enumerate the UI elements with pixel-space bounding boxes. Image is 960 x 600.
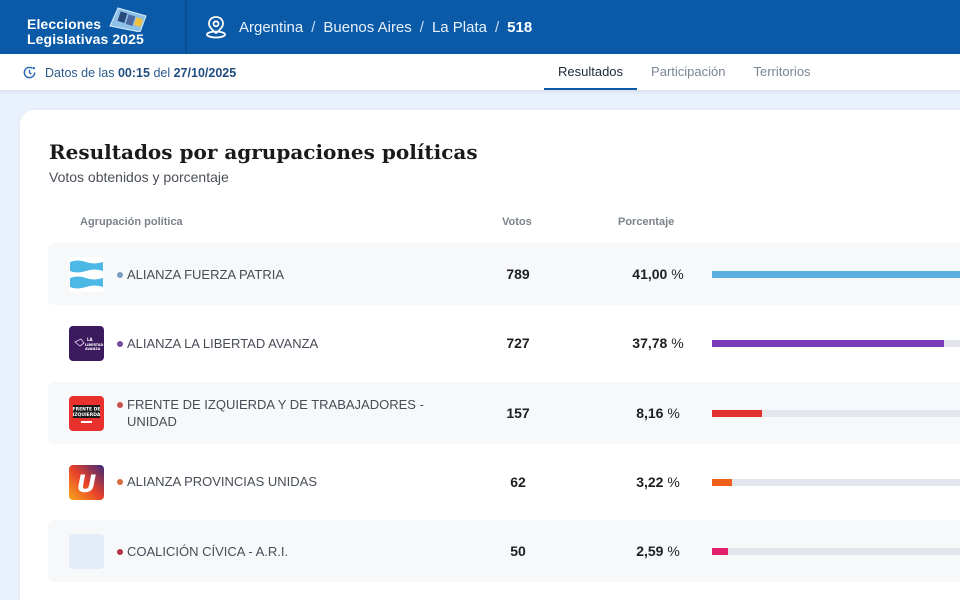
percentage-value: 2,59 [636,543,664,560]
percentage-bar-fill [712,409,763,417]
breadcrumb-separator: / [495,18,500,36]
card-title: Resultados por agrupaciones políticas [49,140,478,164]
party-name-text: ALIANZA LA LIBERTAD AVANZA [127,335,319,351]
party-name: ALIANZA LA LIBERTAD AVANZA [117,312,427,374]
brand-title: Elecciones Legislativas 2025 [27,17,144,47]
top-bar: Elecciones Legislativas 2025 Argentina /… [0,0,960,54]
card-subtitle: Votos obtenidos y porcentaje [49,169,229,185]
breadcrumb-province[interactable]: Buenos Aires [323,18,412,36]
stamp-date: 27/10/2025 [173,65,237,80]
party-color-dot [117,271,123,278]
stamp-time: 00:15 [117,65,150,80]
percentage-bar-track [712,548,960,556]
party-color-dot [117,548,123,555]
percentage-bar-track [712,271,960,278]
svg-text:AVANZA: AVANZA [85,347,101,351]
percentage-bar-track [712,409,960,417]
percentage-value: 37,78 [632,335,668,352]
percentage-bar-fill [712,340,944,348]
party-name-text: ALIANZA FUERZA PATRIA [127,266,284,282]
party-color-dot [117,401,123,408]
tab-participacion[interactable]: Participación [651,64,726,79]
party-percentage: 41,00 % [598,243,718,305]
party-name-text: FRENTE DE IZQUIERDA Y DE TRABAJADORES - … [127,396,424,429]
percentage-bar-fill [712,478,732,486]
svg-text:U: U [77,470,97,498]
results-card: Resultados por agrupaciones políticas Vo… [20,110,960,600]
party-row[interactable]: FRENTE DE IZQUIERDA FRENTE DE IZQUIERDA Y … [48,381,960,444]
tab-resultados[interactable]: Resultados [544,54,638,90]
party-name: FRENTE DE IZQUIERDA Y DE TRABAJADORES - … [117,382,427,444]
party-votes: 789 [506,266,530,282]
breadcrumb: Argentina / Buenos Aires / La Plata / 51… [205,14,532,40]
brand-line-2: Legislativas 2025 [27,31,144,47]
party-name: COALICIÓN CÍVICA - A.R.I. [117,520,427,582]
svg-text:FRENTE DE: FRENTE DE [73,406,101,412]
percentage-value: 3,22 [636,473,664,490]
ballot-logo-icon [109,7,147,32]
stamp-mid: del [153,65,171,80]
svg-text:IZQUIERDA: IZQUIERDA [73,412,101,418]
party-percentage: 2,59 % [598,520,718,582]
percentage-unit: % [667,543,680,560]
brand[interactable]: Elecciones Legislativas 2025 [0,0,187,54]
stamp-prefix: Datos de las [45,65,115,80]
party-logo-icon: U [69,464,104,500]
percentage-bar-fill [712,548,728,556]
party-logo-icon [69,257,104,292]
breadcrumb-city[interactable]: La Plata [431,18,487,36]
column-header-votes: Votos [502,216,532,228]
brand-line-1: Elecciones [27,16,102,32]
party-name: ALIANZA FUERZA PATRIA [117,243,427,305]
percentage-bar-track [712,478,960,486]
party-percentage: 8,16 % [598,382,718,444]
party-row[interactable]: U ALIANZA PROVINCIAS UNIDAS 62 3,22 % [48,451,960,513]
party-name-text: COALICIÓN CÍVICA - A.R.I. [127,543,289,559]
party-votes: 157 [506,404,530,421]
party-row[interactable]: ALIANZA FUERZA PATRIA 789 41,00 % [48,243,960,305]
breadcrumb-country[interactable]: Argentina [239,18,304,36]
party-votes: 62 [510,473,526,490]
party-percentage: 37,78 % [598,312,718,374]
party-percentage: 3,22 % [598,451,718,513]
sub-bar: Datos de las 00:15 del 27/10/2025 Result… [0,54,960,90]
party-votes: 727 [506,335,530,352]
party-color-dot [117,479,123,486]
percentage-value: 8,16 [636,404,664,421]
party-name-text: ALIANZA PROVINCIAS UNIDAS [127,474,317,490]
party-name: ALIANZA PROVINCIAS UNIDAS [117,451,427,513]
party-color-dot [117,340,123,347]
column-header-percentage: Porcentaje [618,216,675,228]
view-tabs: Resultados Participación Territorios [544,54,825,90]
party-logo-icon: FRENTE DE IZQUIERDA [69,395,104,431]
party-logo-icon: LA LIBERTAD AVANZA [69,326,104,362]
breadcrumb-separator: / [311,18,316,36]
percentage-unit: % [671,266,684,282]
party-row[interactable]: COALICIÓN CÍVICA - A.R.I. 50 2,59 % [48,520,960,583]
party-logo-icon [69,534,104,570]
percentage-unit: % [667,404,680,421]
percentage-bar-track [712,340,960,348]
percentage-unit: % [671,335,684,352]
refresh-clock-icon [23,66,36,79]
breadcrumb-separator: / [419,18,424,36]
party-votes: 50 [510,543,526,560]
percentage-value: 41,00 [632,266,668,282]
party-row[interactable]: LA LIBERTAD AVANZA ALIANZA LA LIBERTAD AVAN… [48,312,960,374]
svg-text:LA: LA [87,337,94,342]
breadcrumb-current: 518 [507,18,533,36]
percentage-unit: % [667,473,680,490]
data-timestamp: Datos de las 00:15 del 27/10/2025 [22,65,236,80]
tab-territorios[interactable]: Territorios [753,64,811,79]
svg-text:LIBERTAD: LIBERTAD [85,343,103,347]
map-pin-icon [206,16,226,39]
column-header-party: Agrupación política [80,216,183,228]
percentage-bar-fill [712,271,960,278]
